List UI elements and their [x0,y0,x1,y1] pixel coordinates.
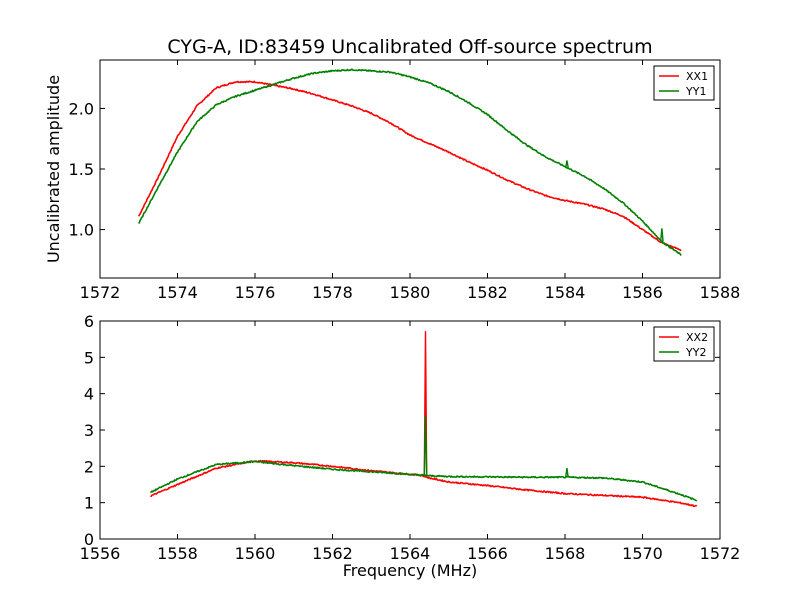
series-spike-yy2 [565,468,569,478]
x-tick-label: 1566 [467,544,508,563]
legend-label-xx2: XX2 [686,331,708,344]
legend-label-yy1: YY1 [685,85,706,98]
series-group [138,68,682,256]
series-line-xx1 [138,80,682,252]
x-tick-label: 1588 [700,283,741,302]
series-line-yy1 [138,68,682,256]
x-tick-label: 1586 [622,283,663,302]
plot-area: 1572 1574 1576 1578 1580 1582 1584 1586 1588 1.0 1… [44,59,741,580]
series-group [149,331,698,508]
y-tick-label: 2.0 [69,99,94,118]
legend-label-xx1: XX1 [686,70,708,83]
x-tick-label: 1576 [235,283,276,302]
x-tick-label: 1578 [312,283,353,302]
y-tick-label: 1 [84,494,94,513]
series-line-yy2 [149,460,698,502]
y-axis-label: Uncalibrated amplitude [44,75,63,263]
y-tick-label: 6 [84,312,94,331]
x-tick-label: 1560 [235,544,276,563]
x-tick-label: 1556 [80,544,121,563]
x-axis-label: Frequency (MHz) [343,561,477,580]
x-tick-label: 1570 [622,544,663,563]
y-tick-label: 2 [84,457,94,476]
x-tick-label: 1568 [545,544,586,563]
chart-title: CYG-A, ID:83459 Uncalibrated Off-source … [167,36,652,58]
series-spike-yy1 [565,160,569,168]
legend-label-yy2: YY2 [685,346,706,359]
y-tick-label: 0 [84,530,94,549]
x-tick-label: 1584 [545,283,586,302]
x-tick-label: 1564 [390,544,431,563]
subplot-2: 1556 1558 1560 1562 1564 1566 1568 1570 1572 0 1 2 3… [80,312,741,580]
y-tick-label: 5 [84,348,94,367]
x-tick-label: 1572 [80,283,121,302]
y-tick-label: 3 [84,421,94,440]
x-tick-label: 1574 [157,283,198,302]
series-spike-yy1 [659,228,664,242]
x-tick-label: 1558 [157,544,198,563]
x-tick-label: 1572 [700,544,741,563]
subplot-1: 1572 1574 1576 1578 1580 1582 1584 1586 1588 1.0 1… [44,59,741,302]
y-tick-label: 4 [84,385,94,404]
y-tick-label: 1.5 [69,160,94,179]
legend-box [653,65,715,101]
x-tick-label: 1582 [467,283,508,302]
y-tick-label: 1.0 [69,221,94,240]
series-spike-yy2 [423,415,428,476]
x-tick-label: 1580 [390,283,431,302]
x-tick-label: 1562 [312,544,353,563]
legend-box [653,326,715,362]
